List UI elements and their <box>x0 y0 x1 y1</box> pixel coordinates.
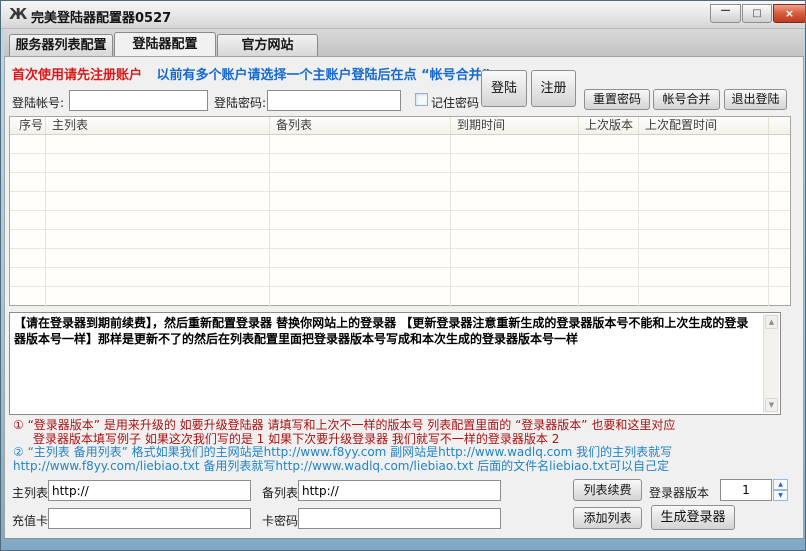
minimize-button[interactable]: — <box>710 4 741 23</box>
card-password-input[interactable] <box>298 508 501 529</box>
titlebar: Ж 完美登陆器配置器0527 — □ × <box>1 1 805 29</box>
merge-account-button[interactable]: 帐号合并 <box>653 89 720 110</box>
recharge-card-input[interactable] <box>48 508 251 529</box>
header-cell-last-config-time[interactable]: 上次配置时间 <box>639 117 769 134</box>
table-row[interactable] <box>10 249 790 268</box>
header-cell-last-version[interactable]: 上次版本 <box>579 117 639 134</box>
main-list-label: 主列表 <box>12 486 49 500</box>
minimize-icon: — <box>720 5 731 16</box>
remember-password-label: 记住密码 <box>431 96 480 110</box>
instructions-block: ① “登录器版本” 是用来升级的 如要升级登陆器 请填写和上次不一样的版本号 列… <box>13 418 676 473</box>
launcher-version-input[interactable] <box>720 479 772 501</box>
table-row[interactable] <box>10 192 790 211</box>
scroll-up-icon[interactable]: ▲ <box>765 315 778 329</box>
instruction-line-4: http://www.f8yy.com/liebiao.txt 备用列表就写ht… <box>13 458 669 473</box>
instruction-line-3: ② “主列表 备用列表” 格式如果我们的主网站是http://www.f8yy.… <box>13 445 673 459</box>
header-cell-expire-time[interactable]: 到期时间 <box>451 117 579 134</box>
table-row[interactable] <box>10 154 790 173</box>
logout-button[interactable]: 退出登陆 <box>724 89 787 110</box>
backup-list-input[interactable] <box>298 480 501 501</box>
add-list-button[interactable]: 添加列表 <box>573 507 642 529</box>
version-spin-down[interactable]: ▼ <box>773 490 788 501</box>
table-header-row: 序号 主列表 备列表 到期时间 上次版本 上次配置时间 <box>10 117 790 135</box>
table-row[interactable] <box>10 173 790 192</box>
notice-merge-hint: 以前有多个账户请选择一个主账户登陆后在点 “帐号合并” <box>156 68 491 83</box>
recharge-card-label: 充值卡 <box>12 514 49 528</box>
app-icon: Ж <box>9 5 28 23</box>
password-input[interactable] <box>267 90 401 111</box>
account-input[interactable] <box>69 90 208 111</box>
client-area: 服务器列表配置 登陆器配置 官方网站 首次使用请先注册账户 以前有多个账户请选择… <box>4 29 804 539</box>
tab-official-site[interactable]: 官方网站 <box>217 34 318 56</box>
table-row[interactable] <box>10 211 790 230</box>
launcher-version-label: 登录器版本 <box>649 486 710 500</box>
login-button[interactable]: 登陆 <box>481 70 527 107</box>
instruction-line-1: ① “登录器版本” 是用来升级的 如要升级登陆器 请填写和上次不一样的版本号 列… <box>13 418 676 432</box>
card-password-label: 卡密码 <box>262 514 299 528</box>
window-title: 完美登陆器配置器0527 <box>31 11 172 26</box>
table-row[interactable] <box>10 135 790 154</box>
tab-strip: 服务器列表配置 登陆器配置 官方网站 <box>4 29 804 56</box>
top-notice: 首次使用请先注册账户 以前有多个账户请选择一个主账户登陆后在点 “帐号合并” <box>12 64 490 83</box>
password-label: 登陆密码: <box>214 96 267 110</box>
maximize-icon: □ <box>752 8 762 19</box>
backup-list-label: 备列表 <box>262 486 299 500</box>
renew-list-button[interactable]: 列表续费 <box>573 479 642 501</box>
generate-launcher-button[interactable]: 生成登录器 <box>651 505 735 530</box>
notice-register-first: 首次使用请先注册账户 <box>12 68 143 83</box>
tab-launcher-config[interactable]: 登陆器配置 <box>114 32 216 56</box>
instruction-line-2: 登录器版本填写例子 如果这次我们写的是 1 如果下次要升级登录器 我们就写不一样… <box>33 431 560 446</box>
register-button[interactable]: 注册 <box>531 70 576 107</box>
spin-up-icon: ▲ <box>778 481 783 488</box>
header-cell-main-list[interactable]: 主列表 <box>46 117 270 134</box>
notice-scrollbar[interactable]: ▲ ▼ <box>763 314 779 413</box>
scroll-down-icon[interactable]: ▼ <box>765 398 778 412</box>
close-button[interactable]: × <box>773 4 805 23</box>
remember-password-checkbox[interactable] <box>415 93 428 106</box>
account-label: 登陆帐号: <box>12 96 65 110</box>
header-cell-index[interactable]: 序号 <box>10 117 46 134</box>
header-cell-backup-list[interactable]: 备列表 <box>270 117 451 134</box>
renewal-notice-box: 【请在登录器到期前续费】，然后重新配置登录器 替换你网站上的登录器 【更新登录器… <box>9 312 781 415</box>
version-spin-up[interactable]: ▲ <box>773 479 788 490</box>
table-row[interactable] <box>10 230 790 249</box>
spin-down-icon: ▼ <box>778 492 783 499</box>
table-row[interactable] <box>10 287 790 306</box>
reset-password-button[interactable]: 重置密码 <box>584 89 650 110</box>
table-row[interactable] <box>10 268 790 287</box>
main-list-input[interactable] <box>48 480 251 501</box>
renewal-notice-text: 【请在登录器到期前续费】，然后重新配置登录器 替换你网站上的登录器 【更新登录器… <box>14 316 749 346</box>
tab-server-list-config[interactable]: 服务器列表配置 <box>9 34 113 56</box>
header-cell-filler <box>769 117 790 134</box>
maximize-button[interactable]: □ <box>742 4 772 23</box>
account-list-table: 序号 主列表 备列表 到期时间 上次版本 上次配置时间 <box>9 116 791 306</box>
close-icon: × <box>784 7 795 20</box>
